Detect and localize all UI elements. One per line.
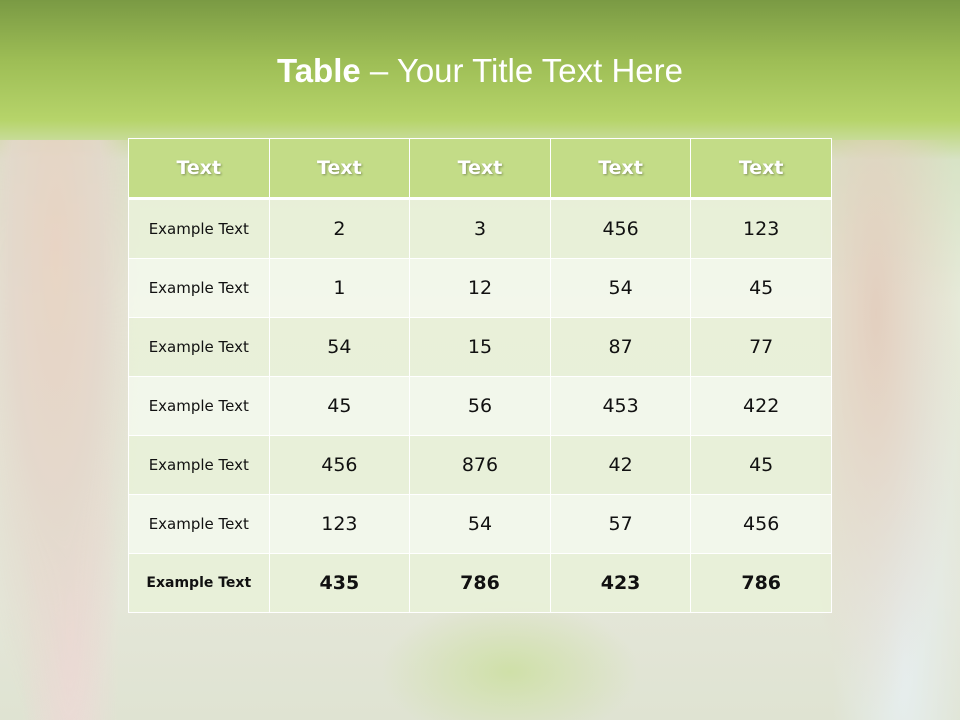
table-cell: 786 bbox=[409, 553, 551, 613]
row-label: Example Text bbox=[128, 553, 270, 613]
table-cell: 42 bbox=[549, 435, 692, 495]
table-cell: 786 bbox=[690, 553, 832, 613]
row-label: Example Text bbox=[128, 198, 270, 259]
table-cell: 456 bbox=[268, 435, 411, 495]
table-row: Example Text 1 12 54 45 bbox=[128, 258, 832, 318]
table-cell: 45 bbox=[690, 435, 832, 495]
table-cell: 3 bbox=[409, 198, 551, 259]
row-label: Example Text bbox=[128, 317, 270, 377]
table-cell: 2 bbox=[268, 198, 411, 259]
table-cell: 123 bbox=[268, 494, 411, 554]
row-label: Example Text bbox=[128, 435, 270, 495]
table-cell: 422 bbox=[690, 376, 832, 436]
row-label: Example Text bbox=[128, 376, 270, 436]
table-cell: 56 bbox=[409, 376, 551, 436]
row-label: Example Text bbox=[128, 494, 270, 554]
background-photo-bottom bbox=[380, 600, 640, 720]
table-row: Example Text 123 54 57 456 bbox=[128, 494, 832, 554]
table-cell: 45 bbox=[268, 376, 411, 436]
table-cell: 123 bbox=[690, 198, 832, 259]
background-photo-left bbox=[0, 140, 140, 720]
table-cell: 12 bbox=[409, 258, 551, 318]
table-cell: 77 bbox=[690, 317, 832, 377]
table-cell: 54 bbox=[409, 494, 551, 554]
column-header: Text bbox=[549, 138, 692, 200]
row-label: Example Text bbox=[128, 258, 270, 318]
table-cell: 54 bbox=[549, 258, 692, 318]
table-row: Example Text 45 56 453 422 bbox=[128, 376, 832, 436]
table-cell: 453 bbox=[549, 376, 692, 436]
header-row: Text Text Text Text Text bbox=[128, 138, 832, 200]
table-cell: 456 bbox=[690, 494, 832, 554]
background-photo-right bbox=[820, 140, 960, 720]
table-cell: 87 bbox=[549, 317, 692, 377]
table-cell: 423 bbox=[549, 553, 692, 613]
column-header: Text bbox=[409, 138, 551, 200]
column-header: Text bbox=[128, 138, 270, 200]
table-cell: 15 bbox=[409, 317, 551, 377]
table-row: Example Text 456 876 42 45 bbox=[128, 435, 832, 495]
table-cell: 876 bbox=[409, 435, 551, 495]
table-row: Example Text 54 15 87 77 bbox=[128, 317, 832, 377]
title-rest: – Your Title Text Here bbox=[360, 52, 683, 89]
total-row: Example Text 435 786 423 786 bbox=[128, 553, 832, 613]
table-cell: 57 bbox=[549, 494, 692, 554]
data-table: Text Text Text Text Text Example Text 2 3 456 12… bbox=[128, 138, 832, 613]
table-cell: 456 bbox=[549, 198, 692, 259]
slide-title: Table – Your Title Text Here bbox=[0, 52, 960, 90]
table-row: Example Text 2 3 456 123 bbox=[128, 198, 832, 259]
table-cell: 54 bbox=[268, 317, 411, 377]
table-cell: 45 bbox=[690, 258, 832, 318]
title-bold: Table bbox=[277, 52, 361, 89]
table-cell: 1 bbox=[268, 258, 411, 318]
column-header: Text bbox=[690, 138, 832, 200]
table-cell: 435 bbox=[268, 553, 411, 613]
column-header: Text bbox=[268, 138, 411, 200]
